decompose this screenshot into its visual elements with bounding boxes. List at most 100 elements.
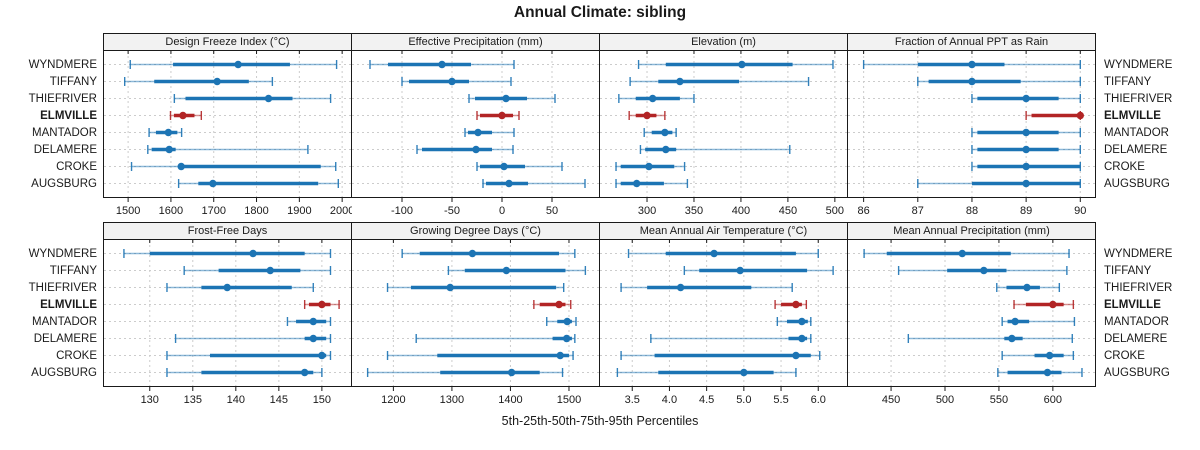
median-dot [968,77,976,86]
median-dot [798,334,806,343]
series-thiefriver [386,283,565,292]
station-label-right-delamere: DELAMERE [1104,144,1168,156]
median-dot [1023,283,1031,292]
series-wyndmere [123,249,332,258]
plot-area [104,240,351,386]
series-thiefriver [618,94,695,103]
median-dot [472,145,480,154]
x-axis: 450 500 550 600 [882,387,1062,406]
station-label-left-delamere: DELAMERE [33,144,97,156]
plot-area [848,240,1095,386]
tick-label: 87 [912,205,924,217]
median-dot [736,266,744,275]
median-dot [1076,111,1084,120]
median-dot [980,266,988,275]
median-dot [502,94,510,103]
tick-label: 130 [141,394,159,406]
median-dot [165,145,173,154]
series-augsburg [997,368,1083,377]
panel-frost-free-days: Frost-Free Days [103,222,352,387]
series-delamere [907,334,1073,343]
panel-fraction-of-annual-ppt-as-rain: Fraction of Annual PPT as Rain [847,33,1096,198]
median-dot [448,77,456,86]
series-delamere [639,145,791,154]
median-dot [676,77,684,86]
series-elmville [1013,300,1075,309]
series-mantador [971,128,1081,137]
median-dot [468,249,477,258]
x-axis: 3.5 4.0 4.5 5.0 5.5 6.0 [625,387,826,406]
series-tiffany [447,266,587,275]
station-label-right-tiffany: TIFFANY [1104,76,1152,88]
panel-elevation-m-: Elevation (m) [599,33,848,198]
series-croke [1001,351,1075,360]
median-dot [474,128,482,137]
panel-header: Effective Precipitation (mm) [352,34,599,51]
panel-growing-degree-days-c-: Growing Degree Days (°C) [351,222,600,387]
series-augsburg [917,179,1081,188]
series-augsburg [366,368,564,377]
station-label-left-croke: CROKE [56,161,97,173]
median-dot [446,283,454,292]
median-dot [792,300,800,309]
series-elmville [476,111,520,120]
x-axis-label: 5th-25th-50th-75th-95th Percentiles [501,414,699,428]
plot-area [352,240,599,386]
tick-label: 135 [184,394,202,406]
tick-label: 0 [499,205,505,217]
station-label-right-delamere: DELAMERE [1104,333,1168,345]
panel-header: Growing Degree Days (°C) [352,223,599,240]
median-dot [318,300,326,309]
tick-label: 1800 [244,205,268,217]
series-elmville [774,300,808,309]
series-mantador [776,317,812,326]
series-elmville [533,300,572,309]
x-axis: 1500 1600 1700 1800 1900 2000 [116,198,352,217]
tick-label: 50 [546,205,558,217]
series-delamere [971,145,1081,154]
series-delamere [416,145,514,154]
panel-header: Frost-Free Days [104,223,351,240]
median-dot [1049,300,1057,309]
station-label-left-tiffany: TIFFANY [49,76,97,88]
station-label-left-elmville: ELMVILLE [40,110,97,122]
median-dot [958,249,966,258]
tick-label: 1900 [287,205,311,217]
series-wyndmere [862,60,1081,69]
station-label-left-thiefriver: THIEFRIVER [28,93,97,105]
tick-label: 150 [313,394,331,406]
panel-mean-annual-precipitation-mm-: Mean Annual Precipitation (mm) [847,222,1096,387]
station-label-left-tiffany: TIFFANY [49,265,97,277]
median-dot [318,351,326,360]
tick-label: 500 [936,394,954,406]
median-dot [661,128,669,137]
median-dot [968,60,976,69]
station-label-right-augsburg: AUGSBURG [1104,367,1170,379]
median-dot [249,249,257,258]
series-wyndmere [863,249,1070,258]
median-dot [662,145,670,154]
series-croke [130,162,337,171]
plot-area [848,51,1095,197]
x-axis: 1200 1300 1400 1500 [381,387,581,406]
series-wyndmere [627,249,819,258]
series-thiefriver [620,283,793,292]
station-label-right-tiffany: TIFFANY [1104,265,1152,277]
series-elmville [628,111,666,120]
tick-label: 1400 [498,394,522,406]
station-label-left-mantador: MANTADOR [32,127,97,139]
tick-label: 1500 [116,205,140,217]
series-wyndmere [369,60,515,69]
median-dot [234,60,242,69]
median-dot [505,179,513,188]
tick-label: -100 [391,205,413,217]
median-dot [1022,128,1030,137]
station-label-left-augsburg: AUGSBURG [31,367,97,379]
median-dot [645,162,653,171]
median-dot [632,179,641,188]
median-dot [223,283,231,292]
series-mantador [286,317,332,326]
series-croke [971,162,1081,171]
tick-label: 1500 [557,394,581,406]
